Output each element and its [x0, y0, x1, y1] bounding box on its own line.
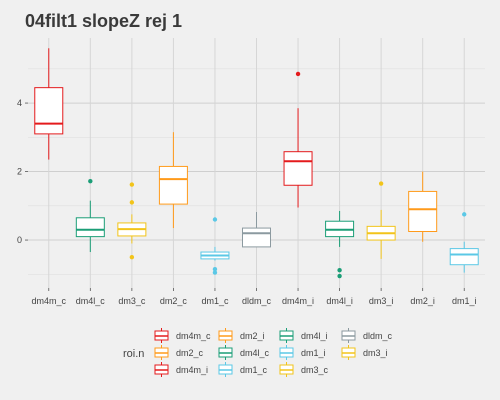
legend-item-dm4l_c: dm4l_c [218, 345, 270, 360]
legend-item-dm3_c: dm3_c [279, 362, 329, 377]
box-dldm_c [242, 211, 271, 248]
x-tick-label: dm1_c [201, 296, 229, 306]
box-dm1_c [200, 217, 230, 275]
legend-label: dm3_c [301, 365, 329, 375]
y-tick-label: 2 [17, 167, 22, 177]
outlier-point [378, 181, 384, 186]
boxes [34, 48, 479, 279]
box-dm4m_i [283, 71, 313, 208]
legend-item-dm1_c: dm1_c [218, 362, 268, 377]
box-body [158, 165, 188, 205]
outlier-point [212, 217, 218, 222]
outlier-point [212, 266, 218, 272]
x-tick-label: dm3_i [369, 296, 394, 306]
legend-label: dm4m_c [176, 331, 211, 341]
legend-label: dm4l_i [301, 331, 328, 341]
outlier-point [212, 270, 218, 275]
legend-item-dm3_i: dm3_i [341, 345, 388, 360]
x-tick-label: dm4l_i [326, 296, 353, 306]
legend-label: dldm_c [363, 331, 393, 341]
legend-label: dm4l_c [240, 348, 270, 358]
box-body [408, 190, 438, 232]
y-axis: 0 2 4 [17, 98, 28, 245]
box-dm2_c [158, 132, 188, 229]
legend-label: dm1_c [240, 365, 268, 375]
box-dm2_i [408, 171, 438, 242]
y-tick-label: 0 [17, 235, 22, 245]
box-dm4m_c [34, 48, 64, 160]
legend-item-dm4m_i: dm4m_i [154, 362, 208, 377]
legend-title: roi.n [123, 348, 144, 360]
legend-item-dm2_i: dm2_i [218, 328, 265, 343]
x-tick-label: dm4l_c [76, 296, 106, 306]
box-dm4l_i [325, 210, 355, 279]
legend-item-dldm_c: dldm_c [341, 328, 393, 343]
x-tick-label: dm4m_i [282, 296, 314, 306]
y-tick-label: 4 [17, 98, 22, 108]
x-tick-label: dm1_i [452, 296, 477, 306]
legend-item-dm4m_c: dm4m_c [154, 328, 211, 343]
box-body [75, 217, 105, 238]
legend-label: dm2_i [240, 331, 265, 341]
box-body [449, 248, 479, 266]
chart-title: 04filt1 slopeZ rej 1 [25, 11, 182, 31]
box-body [283, 151, 313, 186]
x-tick-label: dm4m_c [32, 296, 67, 306]
x-tick-label: dldm_c [242, 296, 272, 306]
outlier-point [129, 254, 135, 260]
legend-label: dm2_c [176, 348, 204, 358]
legend-label: dm4m_i [176, 365, 208, 375]
outlier-point [462, 212, 467, 217]
outlier-point [88, 178, 93, 184]
outlier-point [337, 273, 342, 279]
box-body [34, 87, 64, 135]
legend-item-dm2_c: dm2_c [154, 345, 204, 360]
legend: roi.n dm4m_c dm2_c dm4m_i dm2_i dm4l_c dm1_c d… [123, 328, 393, 377]
box-dm1_i [449, 212, 479, 273]
box-body [242, 227, 271, 248]
x-tick-label: dm2_c [160, 296, 188, 306]
box-dm4l_c [75, 178, 105, 253]
legend-label: dm3_i [363, 348, 388, 358]
x-tick-label: dm2_i [410, 296, 435, 306]
legend-label: dm1_i [301, 348, 326, 358]
legend-item-dm1_i: dm1_i [279, 345, 326, 360]
x-axis: dm4m_c dm4l_c dm3_c dm2_c dm1_c dldm_c dm4m_i d… [32, 288, 477, 306]
outlier-point [295, 71, 301, 77]
outlier-point [337, 267, 342, 273]
x-tick-label: dm3_c [118, 296, 146, 306]
box-dm3_i [366, 181, 396, 259]
legend-item-dm4l_i: dm4l_i [279, 328, 328, 343]
outlier-point [129, 182, 135, 187]
box-dm3_c [117, 182, 147, 260]
outlier-point [129, 200, 135, 205]
